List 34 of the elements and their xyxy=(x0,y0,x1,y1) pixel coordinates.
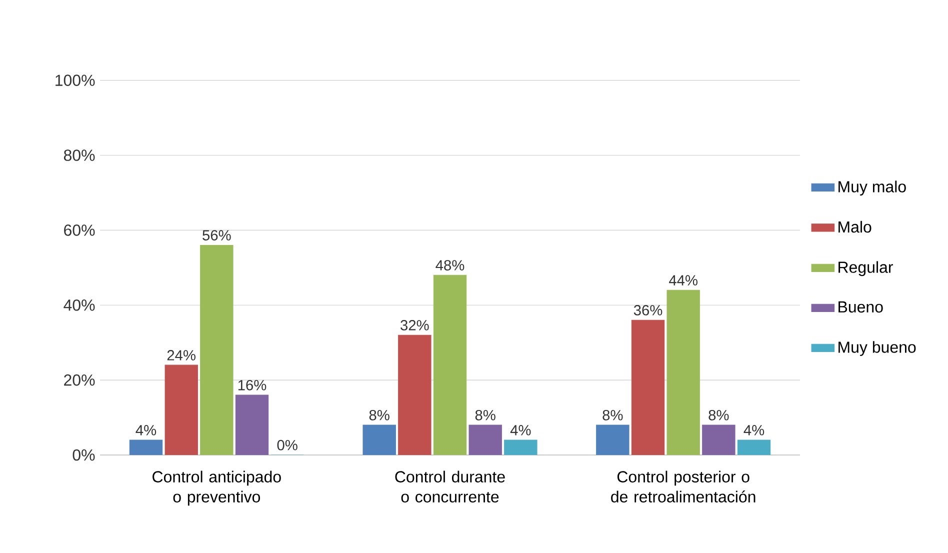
legend-label: Muy malo xyxy=(838,180,906,196)
data-label: 8% xyxy=(708,410,729,420)
data-label: 0% xyxy=(277,440,298,450)
y-tick-label: 40% xyxy=(64,299,95,311)
x-tick-label: Control durante o concurrente xyxy=(395,470,505,502)
data-label: 32% xyxy=(400,320,429,330)
bar xyxy=(666,290,700,456)
y-tick-label: 80% xyxy=(64,150,95,161)
x-tick-label: Control anticipado o preventivo xyxy=(152,470,281,506)
legend-label: Bueno xyxy=(838,301,883,313)
y-tick-label: 0% xyxy=(72,449,95,461)
data-label: 48% xyxy=(436,260,464,270)
data-label: 44% xyxy=(669,275,698,286)
data-label: 4% xyxy=(510,425,531,436)
data-label: 8% xyxy=(602,410,623,420)
data-label: 4% xyxy=(136,425,156,436)
y-tick-label: 100% xyxy=(56,74,95,86)
bar xyxy=(200,244,234,456)
data-label: 56% xyxy=(202,230,231,240)
y-tick-label: 20% xyxy=(64,374,95,386)
bar xyxy=(737,440,771,456)
bar xyxy=(433,274,467,456)
data-label: 24% xyxy=(167,350,196,360)
x-tick-label: Control posterior o de retroalimentación xyxy=(611,470,756,502)
legend-label: Muy bueno xyxy=(838,341,916,356)
legend-label: Malo xyxy=(838,220,872,233)
legend-label: Regular xyxy=(838,261,893,276)
data-label: 36% xyxy=(634,305,662,316)
data-label: 8% xyxy=(475,410,496,420)
data-label: 4% xyxy=(744,425,764,436)
data-label: 8% xyxy=(369,410,390,420)
data-label: 16% xyxy=(238,380,266,390)
bar xyxy=(504,440,538,456)
y-tick-label: 60% xyxy=(64,224,95,236)
